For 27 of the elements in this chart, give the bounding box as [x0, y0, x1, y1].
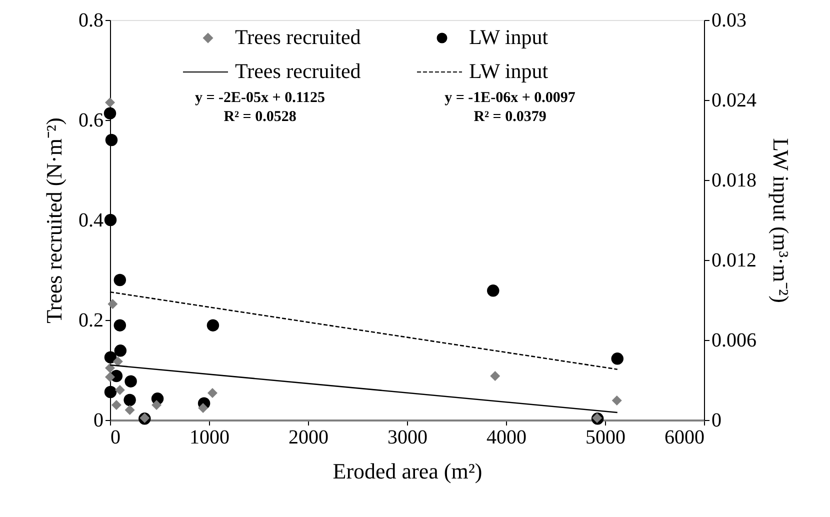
y2-tick-label: 0: [712, 410, 722, 432]
legend-label: LW input: [469, 59, 548, 83]
y-tick-label: 0.6: [78, 110, 104, 132]
y-tick-label: 0: [94, 410, 104, 432]
x-tick-label: 6000: [664, 426, 704, 448]
x-tick-label: 2000: [288, 426, 328, 448]
y2-tick-label: 0.012: [712, 250, 756, 272]
y2-tick-label: 0.03: [712, 10, 746, 32]
x-tick-label: 3000: [388, 426, 428, 448]
y2-tick-label: 0.006: [712, 330, 756, 352]
y-tick-label: 0.8: [78, 10, 104, 32]
y2-tick-label: 0.024: [712, 90, 756, 112]
annotation: y = -2E-05x + 0.1125 R² = 0.0528: [194, 90, 326, 125]
x-tick-label: 4000: [486, 426, 526, 448]
y-axis-title: Trees recruited (N·m⁻²): [42, 118, 66, 324]
x-axis-title: Eroded area (m²): [332, 458, 482, 484]
x-tick-label: 5000: [586, 426, 626, 448]
legend-label: Trees recruited: [235, 59, 362, 83]
x-tick-label: 1000: [190, 426, 230, 448]
legend-label: LW input: [469, 25, 548, 49]
x-tick-label: 0: [110, 426, 120, 448]
annotation: y = -1E-06x + 0.0097 R² = 0.0379: [444, 90, 576, 125]
y-tick-label: 0.4: [78, 210, 104, 232]
y-tick-label: 0.2: [78, 310, 104, 332]
y2-axis-title: LW input (m³·m⁻²): [768, 138, 794, 303]
y2-tick-label: 0.018: [712, 170, 756, 192]
legend-label: Trees recruited: [235, 25, 362, 49]
